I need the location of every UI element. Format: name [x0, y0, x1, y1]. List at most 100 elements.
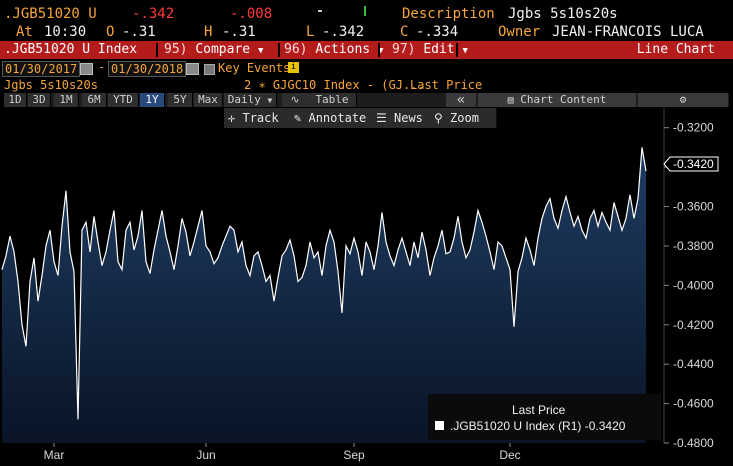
- edit-num: 97): [392, 42, 416, 57]
- x-tick-label: Dec: [499, 448, 520, 462]
- last-value-label: -0.3420: [673, 157, 714, 171]
- period-1y[interactable]: 1Y: [140, 93, 165, 107]
- legend-swatch: [435, 421, 444, 430]
- y-tick-label: -0.4600: [673, 397, 714, 411]
- key-events-checkbox[interactable]: [204, 64, 215, 75]
- collapse-button[interactable]: «: [446, 93, 476, 107]
- open-label: O: [106, 24, 115, 40]
- dropdown-arrow-icon: ▼: [377, 46, 384, 56]
- y-tick-label: -0.3600: [673, 200, 714, 214]
- period-1m[interactable]: 1M: [54, 93, 79, 107]
- trend-tick-icon: [364, 6, 366, 16]
- overlay-description: 2 ∗ GJGC10 Index - (GJ...: [244, 78, 425, 92]
- annotate-tool[interactable]: ✎ Annotate: [290, 108, 373, 128]
- y-tick-label: -0.4200: [673, 318, 714, 332]
- annotate-label: Annotate: [308, 111, 367, 125]
- owner-label: Owner: [498, 24, 541, 40]
- high-value: -.31: [222, 24, 256, 40]
- series-line: [1, 147, 647, 420]
- track-tool[interactable]: ✛ Track: [224, 108, 291, 128]
- news-label: News: [394, 111, 423, 125]
- x-tick-label: Sep: [343, 448, 365, 462]
- period-ytd[interactable]: YTD: [108, 93, 139, 107]
- dropdown-arrow-icon: ▼: [267, 96, 273, 105]
- y-axis: -0.3200-0.3400-0.3600-0.3800-0.4000-0.42…: [664, 121, 714, 450]
- description-value: Jgbs 5s10s20s: [508, 6, 618, 22]
- chart-content-icon: ▤: [507, 95, 514, 106]
- at-label: At: [16, 24, 33, 40]
- crosshair-icon: ✛: [228, 111, 236, 125]
- security-field[interactable]: .JGB51020 U Index: [4, 42, 138, 57]
- dropdown-arrow-icon: ▼: [257, 46, 264, 56]
- chart-type-label[interactable]: Line Chart: [636, 42, 715, 57]
- command-bar: .JGB51020 U Index 95) Compare ▼ 96) Acti…: [0, 41, 733, 59]
- x-tick-label: Mar: [44, 448, 65, 462]
- period-5y[interactable]: 5Y: [168, 93, 193, 107]
- y-tick-label: -0.3200: [673, 121, 714, 135]
- close-value: -.334: [416, 24, 459, 40]
- calendar-icon[interactable]: [80, 63, 93, 75]
- key-events-icon[interactable]: i: [288, 62, 299, 73]
- x-axis: Mar Jun Sep Dec: [44, 443, 521, 462]
- net-change: -.008: [230, 6, 273, 22]
- tick-indicator-icon: [318, 10, 322, 12]
- legend[interactable]: Last Price .JGB51020 U Index (R1) -0.342…: [428, 394, 661, 440]
- series-name: Jgbs 5s10s20s: [4, 78, 98, 92]
- chart-view-icon[interactable]: ∿: [282, 93, 309, 107]
- open-value: -.31: [122, 24, 156, 40]
- zoom-label: Zoom: [450, 111, 479, 125]
- compare-num: 95): [164, 42, 188, 57]
- period-1d[interactable]: 1D: [4, 93, 27, 107]
- chart-tools: ✛ Track ✎ Annotate ☰ News ⚲ Zoom: [224, 108, 497, 128]
- y-tick-label: -0.4000: [673, 278, 714, 292]
- price-field-label: Last Price: [410, 78, 483, 92]
- period-max[interactable]: Max: [194, 93, 223, 107]
- y-tick-label: -0.4800: [673, 436, 714, 450]
- compare-label: Compare: [195, 42, 251, 57]
- chart-content-button[interactable]: ▤ Chart Content: [478, 93, 636, 107]
- period-toolbar: 1D 3D 1M 6M YTD 1Y 5Y Max Daily ▼ ∿ Tabl…: [4, 93, 729, 107]
- price-chart[interactable]: -0.3200-0.3400-0.3600-0.3800-0.4000-0.42…: [0, 108, 733, 466]
- y-tick-label: -0.3800: [673, 239, 714, 253]
- high-label: H: [204, 24, 213, 40]
- actions-label: Actions: [315, 42, 371, 57]
- edit-menu[interactable]: 97) Edit ▼: [392, 41, 468, 60]
- quote-time: 10:30: [44, 24, 87, 40]
- settings-gear-icon[interactable]: ⚙: [638, 93, 728, 107]
- zoom-tool[interactable]: ⚲ Zoom: [430, 108, 497, 128]
- last-value-marker: -0.3420: [663, 156, 719, 172]
- legend-title: Last Price: [512, 403, 566, 417]
- legend-entry: .JGB51020 U Index (R1) -0.3420: [450, 419, 626, 433]
- calendar-icon[interactable]: [186, 63, 199, 75]
- period-6m[interactable]: 6M: [82, 93, 107, 107]
- zoom-icon: ⚲: [434, 111, 443, 125]
- actions-menu[interactable]: 96) Actions ▼: [284, 41, 383, 60]
- y-tick-label: -0.4400: [673, 357, 714, 371]
- start-date-field[interactable]: 01/30/2017: [2, 61, 81, 77]
- low-label: L: [306, 24, 315, 40]
- date-separator: -: [98, 60, 106, 74]
- ticker: .JGB51020 U: [4, 6, 97, 22]
- annotate-icon: ✎: [294, 111, 302, 125]
- end-date-field[interactable]: 01/30/2018: [108, 61, 187, 77]
- track-label: Track: [242, 111, 279, 125]
- dropdown-arrow-icon: ▼: [462, 46, 468, 56]
- frequency-select[interactable]: Daily ▼: [224, 93, 277, 107]
- last-change: -.342: [132, 6, 175, 22]
- description-label: Description: [402, 6, 495, 22]
- owner-value: JEAN-FRANCOIS LUCA: [552, 24, 704, 40]
- series-area: [2, 147, 646, 443]
- x-tick-label: Jun: [196, 448, 215, 462]
- news-tool[interactable]: ☰ News: [372, 108, 433, 128]
- table-button[interactable]: Table: [308, 93, 357, 107]
- edit-label: Edit: [423, 42, 455, 57]
- actions-num: 96): [284, 42, 308, 57]
- low-value: -.342: [322, 24, 365, 40]
- frequency-label: Daily: [227, 93, 261, 106]
- compare-menu[interactable]: 95) Compare ▼: [164, 41, 263, 60]
- key-events-label: Key Events: [218, 61, 291, 75]
- news-icon: ☰: [376, 111, 387, 125]
- chart-content-label: Chart Content: [520, 93, 607, 106]
- close-label: C: [400, 24, 409, 40]
- period-3d[interactable]: 3D: [28, 93, 51, 107]
